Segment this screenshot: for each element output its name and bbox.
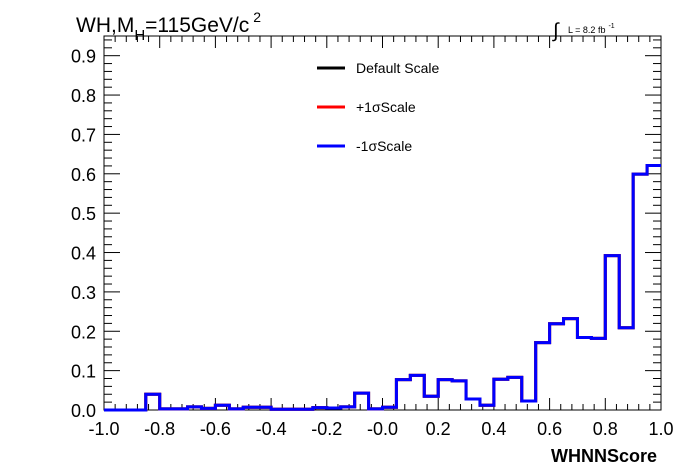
series-line-1 — [104, 164, 661, 412]
x-tick-label: -1.0 — [88, 419, 119, 439]
y-tick-label: 0.9 — [71, 47, 96, 67]
axis-ticks — [103, 36, 662, 411]
legend: Default Scale +1σScale -1σScale — [317, 60, 439, 154]
x-tick-label: 0.4 — [481, 419, 506, 439]
x-tick-label: -0.8 — [144, 419, 175, 439]
luminosity-exponent: -1 — [608, 23, 614, 30]
plot-frame — [103, 35, 662, 411]
legend-label: Default Scale — [356, 60, 439, 76]
axis-tick-labels: -1.0 -0.8 -0.6 -0.4 -0.2 -0.0 0.2 0.4 0.6 0.8 1.0 0… — [71, 47, 674, 439]
y-tick-label: 0.1 — [71, 362, 96, 382]
y-tick-label: 0.2 — [71, 322, 96, 342]
x-tick-label: 1.0 — [648, 419, 673, 439]
series-line-0 — [104, 164, 661, 412]
x-tick-label: 0.8 — [593, 419, 618, 439]
y-tick-label: 0.5 — [71, 204, 96, 224]
legend-label: +1σScale — [356, 99, 416, 115]
x-tick-label: -0.0 — [367, 419, 398, 439]
y-tick-label: 0.4 — [71, 244, 96, 264]
legend-label: -1σScale — [356, 138, 412, 154]
title-mass-value: =115GeV/c — [145, 14, 249, 37]
y-tick-label: 0.8 — [71, 86, 96, 106]
y-tick-label: 0.0 — [71, 401, 96, 421]
x-tick-label: -0.2 — [311, 419, 342, 439]
integral-symbol: ∫ — [552, 20, 560, 42]
series-line-2 — [104, 164, 661, 412]
x-axis-label: WHNNScore — [551, 446, 657, 466]
y-tick-label: 0.3 — [71, 283, 96, 303]
x-tick-label: -0.4 — [256, 419, 287, 439]
y-tick-label: 0.6 — [71, 165, 96, 185]
x-tick-label: -0.6 — [200, 419, 231, 439]
title-superscript: 2 — [253, 9, 261, 25]
x-tick-label: 0.2 — [426, 419, 451, 439]
x-tick-label: 0.6 — [537, 419, 562, 439]
y-tick-label: 0.7 — [71, 125, 96, 145]
luminosity-label: L = 8.2 fb -1 — [568, 23, 615, 35]
series-lines — [104, 164, 661, 412]
